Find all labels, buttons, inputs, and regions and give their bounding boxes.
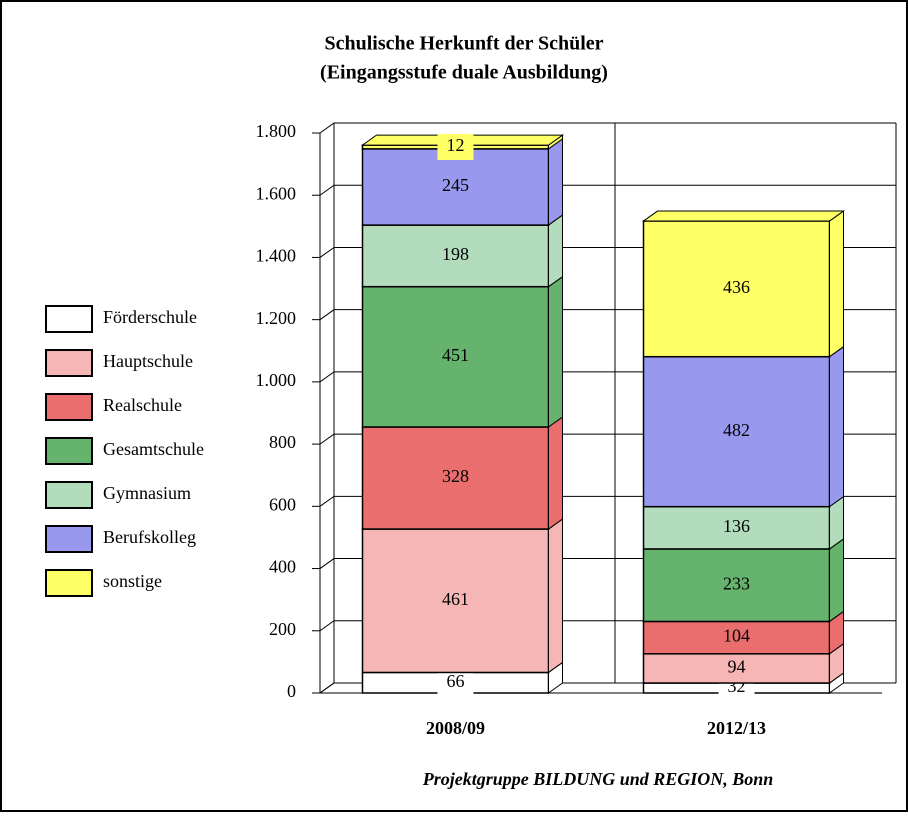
- legend-label: sonstige: [103, 571, 162, 591]
- legend-swatch: [45, 569, 93, 597]
- legend-label: Förderschule: [103, 307, 197, 327]
- data-label: 461: [442, 589, 469, 609]
- label-bg: [437, 242, 474, 269]
- data-label: 245: [442, 175, 469, 195]
- data-label: 12: [447, 135, 465, 155]
- grid-line: [319, 122, 896, 134]
- legend-swatch: [45, 525, 93, 553]
- bar-top: [641, 210, 846, 222]
- data-label: 436: [723, 277, 750, 297]
- legend-swatch: [45, 305, 93, 333]
- data-label: 104: [723, 626, 750, 646]
- bar-side: [548, 518, 563, 674]
- legend-label: Realschule: [103, 395, 182, 415]
- bar-side: [829, 537, 844, 623]
- chart-title: Schulische Herkunft der Schüler: [324, 33, 603, 55]
- label-bg: [437, 173, 474, 200]
- data-label: 198: [442, 244, 469, 264]
- label-bg: [437, 343, 474, 370]
- y-tick-label: 1.400: [256, 246, 297, 266]
- data-label: 482: [723, 420, 750, 440]
- data-label: 328: [442, 466, 469, 486]
- y-tick-label: 1.000: [256, 370, 297, 390]
- legend-label: Gesamtschule: [103, 439, 204, 459]
- y-tick-label: 200: [269, 619, 296, 639]
- label-bg: [718, 275, 755, 302]
- legend-swatch: [45, 349, 93, 377]
- bar-side: [829, 345, 844, 508]
- data-label: 233: [723, 573, 750, 593]
- label-bg: [718, 572, 755, 599]
- label-bg: [718, 655, 755, 682]
- grid-line: [319, 184, 896, 196]
- bar-side: [548, 275, 563, 428]
- legend-swatch: [45, 393, 93, 421]
- label-bg: [718, 624, 755, 651]
- x-tick-label: 2012/13: [707, 718, 766, 738]
- chart-subtitle: (Eingangsstufe duale Ausbildung): [320, 62, 608, 84]
- label-bg: [437, 587, 474, 614]
- legend-label: Gymnasium: [103, 483, 191, 503]
- y-tick-label: 600: [269, 494, 296, 514]
- x-tick-label: 2008/09: [426, 718, 485, 738]
- data-label: 451: [442, 345, 469, 365]
- y-tick-label: 1.800: [256, 121, 297, 141]
- legend-label: Hauptschule: [103, 351, 193, 371]
- label-bg: [437, 465, 474, 492]
- data-label: 66: [447, 671, 465, 691]
- legend-label: Berufskolleg: [103, 527, 196, 547]
- y-tick-label: 1.600: [256, 183, 297, 203]
- label-bg: [437, 134, 474, 160]
- label-bg: [437, 669, 474, 696]
- source: Projektgruppe BILDUNG und REGION, Bonn: [422, 769, 774, 789]
- y-tick-label: 0: [287, 681, 296, 701]
- data-label: 94: [728, 657, 746, 677]
- label-bg: [718, 514, 755, 541]
- data-label: 136: [723, 516, 750, 536]
- bar-side: [548, 137, 563, 227]
- bar-side: [829, 210, 844, 358]
- y-tick-label: 400: [269, 557, 296, 577]
- legend-swatch: [45, 481, 93, 509]
- legend-swatch: [45, 437, 93, 465]
- bar-side: [548, 416, 563, 531]
- y-tick-label: 1.200: [256, 308, 297, 328]
- y-tick-label: 800: [269, 432, 296, 452]
- label-bg: [718, 418, 755, 445]
- bar-side: [548, 214, 563, 288]
